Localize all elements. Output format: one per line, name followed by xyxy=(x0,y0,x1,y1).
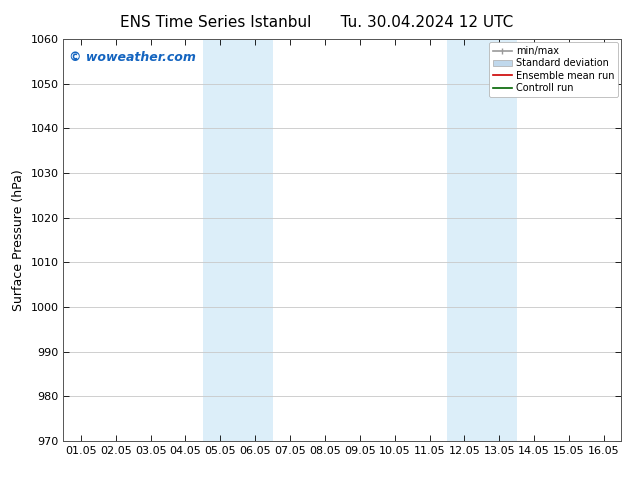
Bar xyxy=(203,39,273,441)
Bar xyxy=(447,39,517,441)
Y-axis label: Surface Pressure (hPa): Surface Pressure (hPa) xyxy=(12,169,25,311)
Text: ENS Time Series Istanbul      Tu. 30.04.2024 12 UTC: ENS Time Series Istanbul Tu. 30.04.2024 … xyxy=(120,15,514,30)
Legend: min/max, Standard deviation, Ensemble mean run, Controll run: min/max, Standard deviation, Ensemble me… xyxy=(489,42,618,97)
Text: © woweather.com: © woweather.com xyxy=(69,51,196,64)
